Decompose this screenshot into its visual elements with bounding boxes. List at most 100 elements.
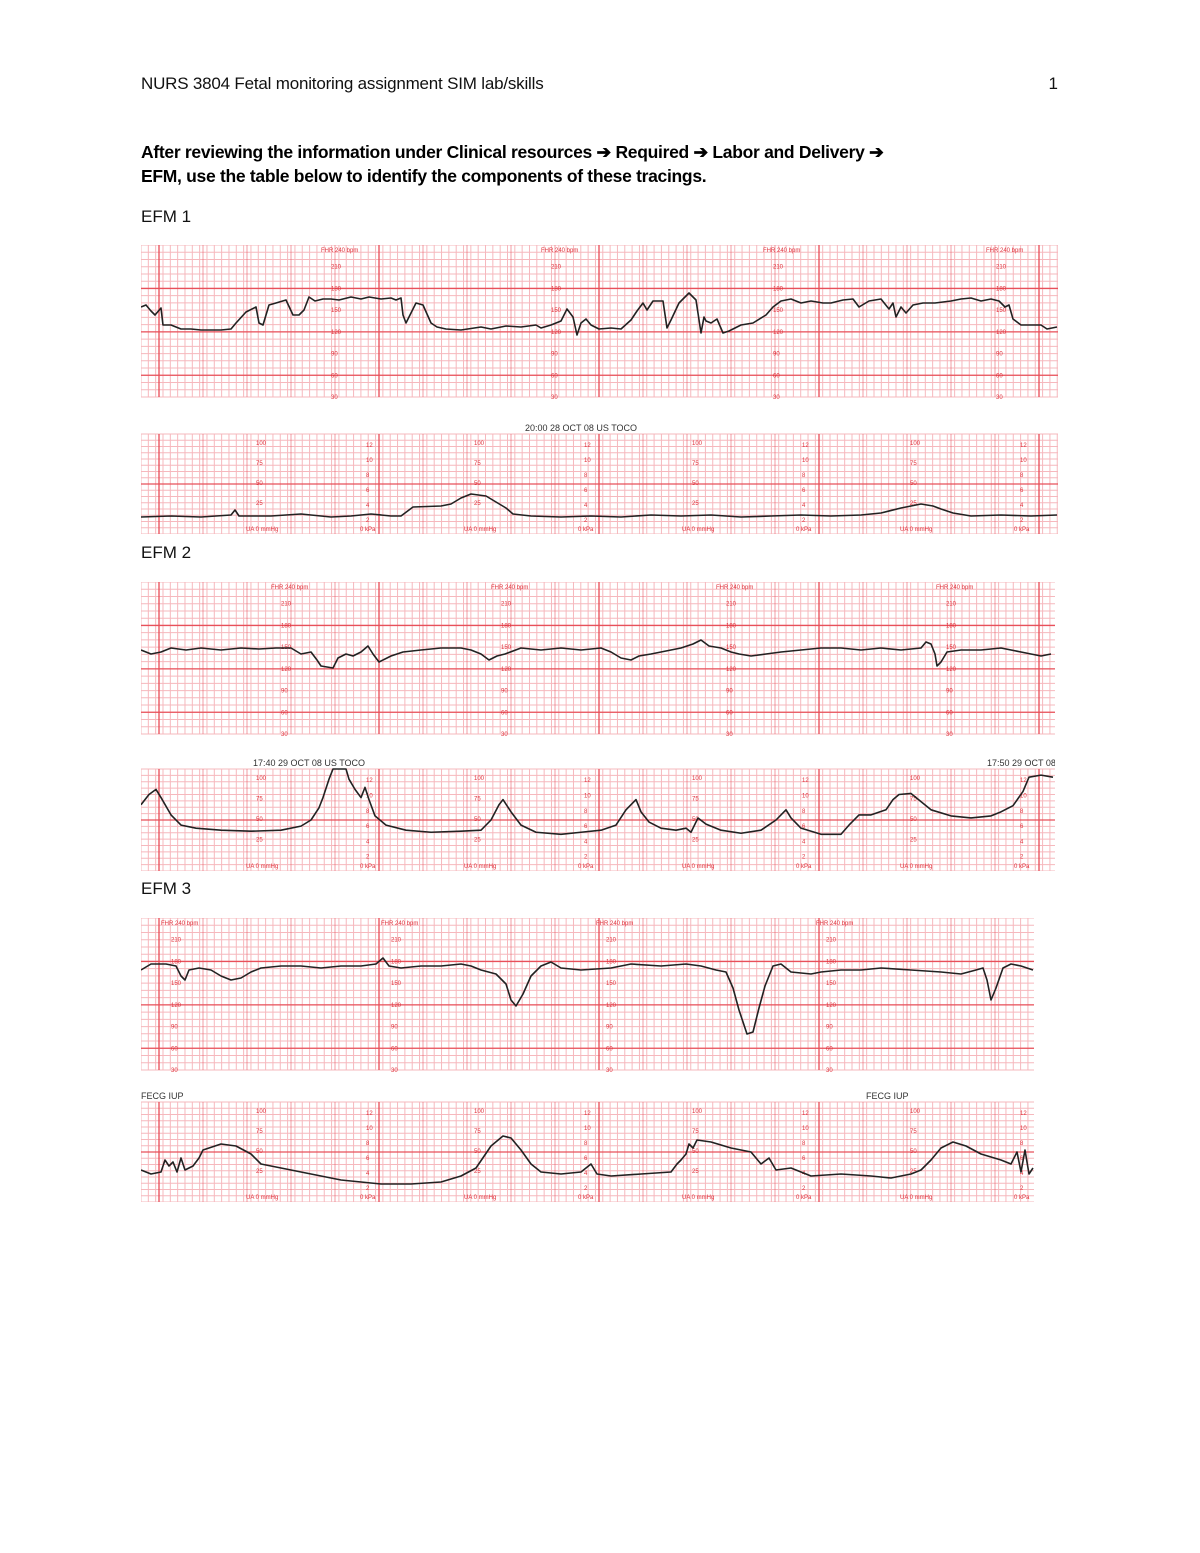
svg-text:150: 150	[946, 645, 957, 651]
svg-text:120: 120	[946, 667, 957, 673]
svg-text:8: 8	[366, 1141, 370, 1147]
svg-text:30: 30	[551, 395, 558, 401]
svg-text:4: 4	[1020, 1171, 1024, 1177]
svg-text:FHR 240 bpm: FHR 240 bpm	[936, 585, 973, 591]
svg-text:12: 12	[802, 1111, 809, 1117]
svg-text:210: 210	[773, 265, 784, 271]
svg-text:4: 4	[1020, 503, 1024, 509]
svg-text:100: 100	[474, 776, 485, 782]
svg-text:150: 150	[826, 981, 837, 987]
svg-text:100: 100	[474, 441, 485, 447]
svg-text:60: 60	[826, 1046, 833, 1052]
svg-text:25: 25	[692, 501, 699, 507]
svg-text:FHR 240 bpm: FHR 240 bpm	[491, 585, 528, 591]
fhr-trace	[141, 957, 1034, 1035]
svg-text:12: 12	[366, 778, 373, 784]
svg-text:6: 6	[802, 824, 806, 830]
svg-text:10: 10	[584, 794, 591, 800]
svg-text:10: 10	[802, 458, 809, 464]
svg-text:50: 50	[256, 481, 263, 487]
svg-text:210: 210	[946, 602, 957, 608]
svg-text:30: 30	[726, 732, 733, 738]
svg-text:50: 50	[692, 817, 699, 823]
svg-text:0 kPa: 0 kPa	[360, 864, 376, 870]
instructions-line-2: EFM, use the table below to identify the…	[141, 166, 707, 186]
svg-text:12: 12	[802, 443, 809, 449]
svg-text:2: 2	[584, 518, 588, 524]
svg-text:180: 180	[946, 623, 957, 629]
fhr-chart: FHR 240 bpm 210 180 150 120 90 60 30 FHR 240 bpm…	[141, 918, 1034, 1074]
svg-text:8: 8	[802, 473, 806, 479]
svg-text:FHR 240 bpm: FHR 240 bpm	[596, 921, 633, 927]
svg-text:6: 6	[584, 488, 588, 494]
svg-text:2: 2	[802, 1186, 806, 1192]
svg-text:12: 12	[584, 443, 591, 449]
svg-text:60: 60	[501, 710, 508, 716]
svg-text:10: 10	[366, 794, 373, 800]
efm-1-label: EFM 1	[141, 207, 192, 226]
svg-text:180: 180	[826, 959, 837, 965]
svg-text:17:50 29 OCT 08: 17:50 29 OCT 08	[987, 758, 1055, 768]
arrow-right-icon: ➔	[693, 142, 708, 162]
svg-text:120: 120	[996, 330, 1007, 336]
efm-3-label: EFM 3	[141, 879, 192, 898]
svg-text:0 kPa: 0 kPa	[1014, 864, 1030, 870]
svg-text:100: 100	[692, 441, 703, 447]
svg-text:50: 50	[910, 1149, 917, 1155]
svg-text:0 kPa: 0 kPa	[578, 864, 594, 870]
svg-text:8: 8	[1020, 1141, 1024, 1147]
svg-text:UA 0 mmHg: UA 0 mmHg	[246, 864, 278, 870]
svg-text:30: 30	[331, 395, 338, 401]
svg-text:100: 100	[474, 1109, 485, 1115]
svg-text:100: 100	[910, 441, 921, 447]
svg-text:UA 0 mmHg: UA 0 mmHg	[682, 864, 714, 870]
svg-text:FHR 240 bpm: FHR 240 bpm	[381, 921, 418, 927]
svg-text:210: 210	[726, 602, 737, 608]
svg-text:150: 150	[331, 308, 342, 314]
svg-text:6: 6	[366, 824, 370, 830]
svg-text:180: 180	[331, 286, 342, 292]
svg-text:75: 75	[692, 461, 699, 467]
svg-text:60: 60	[946, 710, 953, 716]
svg-text:120: 120	[726, 667, 737, 673]
page-number: 1	[1048, 74, 1058, 93]
svg-text:6: 6	[1020, 488, 1024, 494]
svg-text:120: 120	[171, 1003, 182, 1009]
svg-text:12: 12	[584, 778, 591, 784]
svg-text:180: 180	[996, 286, 1007, 292]
svg-text:12: 12	[802, 778, 809, 784]
svg-text:UA 0 mmHg: UA 0 mmHg	[682, 527, 714, 533]
svg-text:2: 2	[802, 518, 806, 524]
svg-text:210: 210	[501, 602, 512, 608]
fhr-chart: FHR 240 bpm 210 180 150 120 90 60 30 FHR 240 bpm…	[141, 582, 1055, 738]
arrow-right-icon: ➔	[869, 142, 884, 162]
fhr-trace	[141, 292, 1058, 336]
svg-text:30: 30	[946, 732, 953, 738]
svg-text:8: 8	[584, 1141, 588, 1147]
svg-text:6: 6	[1020, 824, 1024, 830]
svg-text:10: 10	[1020, 794, 1027, 800]
svg-text:FECG IUP: FECG IUP	[141, 1091, 184, 1101]
svg-text:50: 50	[474, 817, 481, 823]
instructions: After reviewing the information under Cl…	[141, 140, 1041, 188]
svg-text:UA 0 mmHg: UA 0 mmHg	[464, 1195, 496, 1201]
svg-text:8: 8	[584, 809, 588, 815]
svg-text:150: 150	[171, 981, 182, 987]
svg-text:2: 2	[366, 518, 370, 524]
svg-text:150: 150	[391, 981, 402, 987]
svg-text:210: 210	[551, 265, 562, 271]
svg-text:2: 2	[1020, 1186, 1024, 1192]
svg-text:30: 30	[606, 1068, 613, 1074]
svg-text:8: 8	[584, 473, 588, 479]
svg-text:2: 2	[584, 1186, 588, 1192]
svg-text:90: 90	[946, 689, 953, 695]
svg-text:50: 50	[910, 817, 917, 823]
svg-text:30: 30	[391, 1068, 398, 1074]
svg-text:100: 100	[256, 1109, 267, 1115]
svg-text:2: 2	[366, 855, 370, 861]
fhr-trace	[141, 639, 1052, 669]
svg-text:8: 8	[366, 809, 370, 815]
svg-text:UA 0 mmHg: UA 0 mmHg	[682, 1195, 714, 1201]
